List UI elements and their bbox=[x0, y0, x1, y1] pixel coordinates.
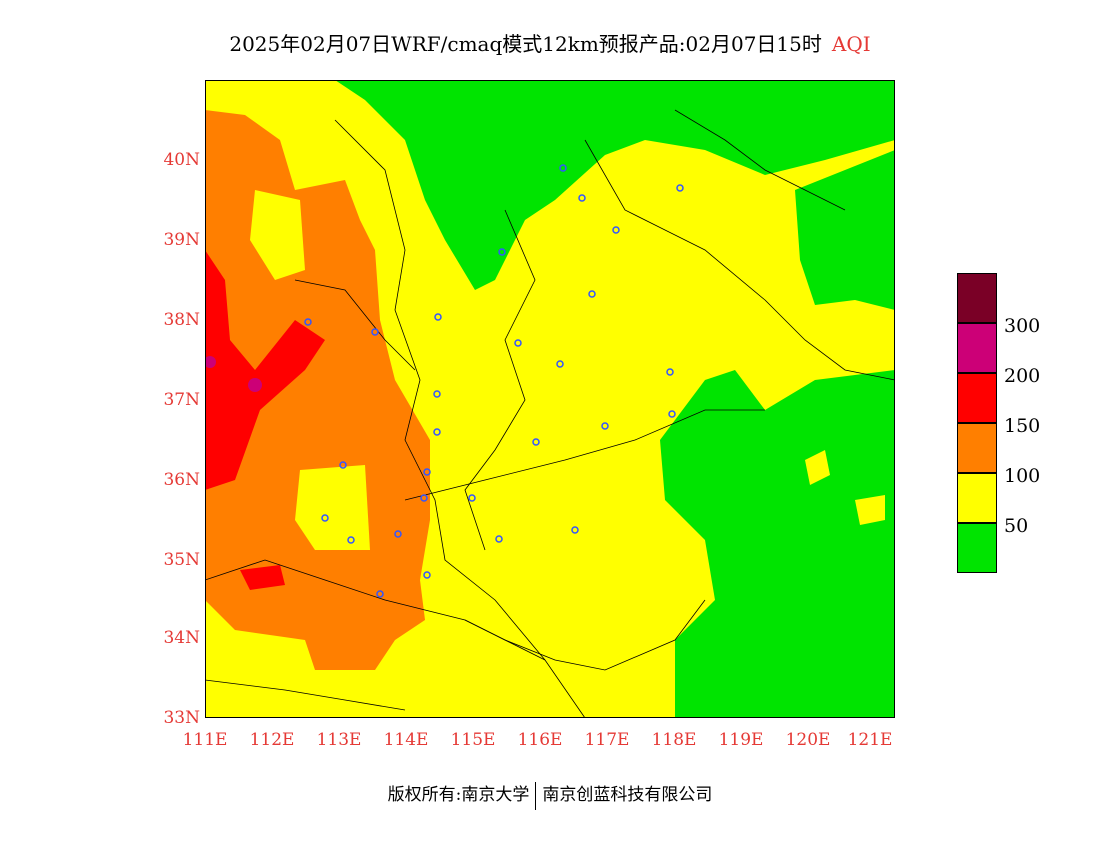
legend-label: 300 bbox=[1004, 315, 1041, 337]
lat-tick-label: 33N bbox=[163, 708, 200, 728]
lon-tick-label: 115E bbox=[450, 730, 496, 750]
copyright-left: 版权所有:南京大学 bbox=[387, 785, 530, 805]
aqi-field-green-north bbox=[335, 80, 895, 290]
legend-label: 200 bbox=[1004, 365, 1041, 387]
lon-tick-label: 114E bbox=[383, 730, 429, 750]
aqi-field-yellow-coast-1 bbox=[805, 450, 830, 485]
lon-tick-label: 118E bbox=[651, 730, 697, 750]
legend-swatch bbox=[957, 523, 997, 573]
lon-tick-label: 121E bbox=[847, 730, 893, 750]
lon-tick-label: 119E bbox=[718, 730, 764, 750]
aqi-field-red bbox=[205, 250, 325, 490]
copyright-footer: 版权所有:南京大学 南京创蓝科技有限公司 bbox=[0, 780, 1100, 810]
lat-tick-label: 36N bbox=[163, 470, 200, 490]
legend-swatch bbox=[957, 373, 997, 423]
map-title-text: 2025年02月07日WRF/cmaq模式12km预报产品:02月07日15时 bbox=[229, 32, 822, 56]
lat-tick-label: 39N bbox=[163, 230, 200, 250]
aqi-field-yellow-pocket-1 bbox=[250, 190, 305, 280]
lon-tick-label: 120E bbox=[785, 730, 831, 750]
legend-swatch bbox=[957, 423, 997, 473]
aqi-map bbox=[205, 80, 895, 718]
legend-swatch bbox=[957, 473, 997, 523]
aqi-field-red-small bbox=[240, 565, 285, 590]
lat-tick-label: 34N bbox=[163, 628, 200, 648]
boundary-lines bbox=[205, 109, 895, 718]
aqi-field-green-southeast bbox=[660, 370, 895, 718]
aqi-field-yellow-coast-2 bbox=[855, 495, 885, 525]
aqi-field-yellow-pocket-2 bbox=[295, 465, 370, 550]
lat-tick-label: 38N bbox=[163, 310, 200, 330]
legend-label: 50 bbox=[1004, 515, 1029, 537]
aqi-field-green-east bbox=[795, 150, 895, 310]
lon-tick-label: 117E bbox=[584, 730, 630, 750]
legend-swatch bbox=[957, 323, 997, 373]
lon-tick-label: 113E bbox=[316, 730, 362, 750]
legend-label: 150 bbox=[1004, 415, 1041, 437]
copyright-right: 南京创蓝科技有限公司 bbox=[542, 785, 713, 805]
aqi-legend bbox=[957, 273, 997, 575]
legend-swatch bbox=[957, 273, 997, 323]
lon-tick-label: 116E bbox=[517, 730, 563, 750]
lat-tick-label: 35N bbox=[163, 550, 200, 570]
product-label: AQI bbox=[831, 32, 871, 56]
aqi-field-magenta-1 bbox=[248, 378, 262, 392]
footer-divider bbox=[535, 781, 537, 810]
legend-label: 100 bbox=[1004, 465, 1041, 487]
aqi-map-canvas bbox=[205, 80, 895, 718]
lat-tick-label: 37N bbox=[163, 390, 200, 410]
city-markers bbox=[304, 164, 684, 598]
lat-tick-label: 40N bbox=[163, 150, 200, 170]
lon-tick-label: 112E bbox=[249, 730, 295, 750]
map-title: 2025年02月07日WRF/cmaq模式12km预报产品:02月07日15时 A… bbox=[0, 28, 1100, 57]
lon-tick-label: 111E bbox=[182, 730, 228, 750]
aqi-field-magenta-2 bbox=[205, 356, 216, 368]
